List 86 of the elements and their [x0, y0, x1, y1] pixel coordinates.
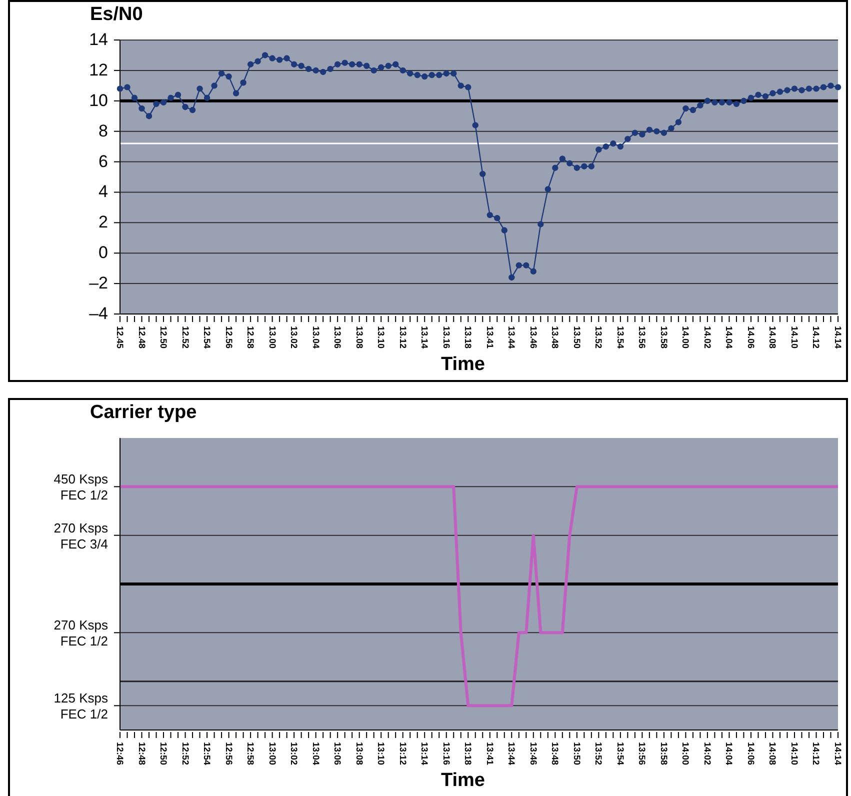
x-tick-label: 12.52 — [180, 326, 190, 349]
x-tick-label: 13:50 — [572, 742, 582, 766]
x-tick-label: 14:08 — [768, 742, 778, 766]
x-tick-label: 13:52 — [594, 742, 604, 766]
x-tick-label: 13:08 — [354, 742, 364, 766]
x-tick-label: 13:18 — [463, 742, 474, 766]
y-tick-label: –4 — [89, 304, 108, 323]
x-tick-label: 13.46 — [528, 326, 538, 349]
x-tick-label: 13.14 — [420, 326, 430, 349]
x-tick-label: 12:48 — [136, 742, 147, 766]
x-tick-label: 12:54 — [202, 742, 212, 766]
x-tick-label: 12:46 — [115, 742, 125, 766]
x-tick-label: 14.02 — [702, 326, 712, 349]
x-tick-label: 13.56 — [637, 326, 648, 349]
x-tick-label: 14.00 — [680, 326, 691, 349]
x-tick-label: 12:58 — [246, 742, 256, 766]
x-tick-label: 12.48 — [136, 326, 147, 349]
x-tick-label: 12:52 — [180, 742, 190, 766]
x-tick-label: 13.41 — [484, 326, 495, 349]
x-tick-label: 13:14 — [420, 742, 430, 766]
x-tick-label: 13:54 — [615, 742, 626, 766]
x-tick-label: 13:46 — [528, 742, 538, 766]
x-tick-label: 14.06 — [746, 326, 756, 349]
x-tick-label: 13.54 — [615, 326, 626, 349]
y-tick-label: 14 — [89, 30, 108, 49]
x-tick-label: 13.04 — [310, 326, 321, 349]
x-tick-label: 13:12 — [398, 742, 408, 766]
x-tick-label: 12.45 — [115, 326, 125, 349]
x-tick-label: 13.10 — [376, 326, 386, 349]
x-tick-label: 13.12 — [398, 326, 408, 349]
x-tick-label: 13:02 — [289, 742, 300, 766]
x-tick-label: 12:56 — [224, 742, 234, 766]
x-tick-label: 13.18 — [463, 326, 474, 349]
x-tick-label: 13.52 — [594, 326, 604, 349]
x-tick-label: 12.56 — [224, 326, 234, 349]
x-tick-label: 13:06 — [332, 742, 343, 766]
y-tick-label: 10 — [89, 90, 108, 110]
x-tick-label: 14:06 — [746, 742, 756, 766]
y-tick-label: 12 — [89, 60, 108, 80]
x-axis-title: Time — [440, 770, 486, 792]
x-tick-label: 12:50 — [158, 742, 169, 766]
x-tick-label: 13.48 — [550, 326, 560, 349]
x-tick-label: 13.08 — [354, 326, 364, 349]
x-tick-label: 14:12 — [811, 742, 822, 766]
x-tick-label: 13:58 — [658, 742, 669, 766]
x-tick-label: 14.12 — [811, 326, 822, 349]
x-tick-label: 13:48 — [550, 742, 560, 766]
chart-title: Carrier type — [90, 402, 197, 424]
x-tick-label: 13:00 — [267, 742, 278, 766]
x-tick-label: 14.10 — [789, 326, 800, 349]
x-tick-label: 14:04 — [724, 742, 734, 766]
text: 450 Ksps FEC 1/2 — [54, 472, 108, 503]
y-tick-label: –2 — [89, 274, 108, 293]
x-tick-label: 13:16 — [441, 742, 452, 766]
x-tick-label: 13.02 — [289, 326, 300, 349]
x-tick-label: 14:00 — [680, 742, 691, 766]
y-tick-label: 4 — [98, 182, 108, 202]
x-tick-label: 13.58 — [658, 326, 669, 349]
x-tick-label: 13:56 — [637, 742, 648, 766]
x-tick-label: 14.14 — [833, 326, 843, 349]
x-tick-label: 13.16 — [441, 326, 452, 349]
x-tick-label: 14.04 — [724, 326, 734, 349]
x-tick-label: 14:14 — [833, 742, 843, 766]
x-tick-label: 13:04 — [310, 742, 321, 766]
y-tick-label: 6 — [98, 152, 108, 171]
text: 125 Ksps FEC 1/2 — [54, 690, 108, 722]
x-axis-title: Time — [440, 354, 486, 376]
text: 270 Ksps FEC 3/4 — [54, 520, 108, 552]
x-tick-label: 13.50 — [572, 326, 582, 349]
text: 270 Ksps FEC 1/2 — [54, 618, 108, 649]
x-tick-label: 14:10 — [789, 742, 800, 766]
chart-title: Es/N0 — [90, 4, 143, 26]
x-tick-label: 13:44 — [506, 742, 517, 766]
y-tick-label: 0 — [98, 243, 108, 262]
x-tick-label: 12.54 — [202, 326, 212, 349]
x-tick-label: 12.58 — [246, 326, 256, 349]
y-tick-label: 8 — [98, 121, 108, 140]
x-tick-label: 13:41 — [484, 742, 495, 766]
x-tick-label: 12.50 — [158, 326, 169, 349]
y-tick-label: 2 — [98, 212, 108, 232]
x-tick-label: 13:10 — [376, 742, 386, 766]
x-tick-label: 13.00 — [267, 326, 278, 349]
x-tick-label: 13.06 — [332, 326, 343, 349]
x-tick-label: 14:02 — [702, 742, 712, 766]
x-tick-label: 13.44 — [506, 326, 517, 349]
x-tick-label: 14.08 — [768, 326, 778, 349]
